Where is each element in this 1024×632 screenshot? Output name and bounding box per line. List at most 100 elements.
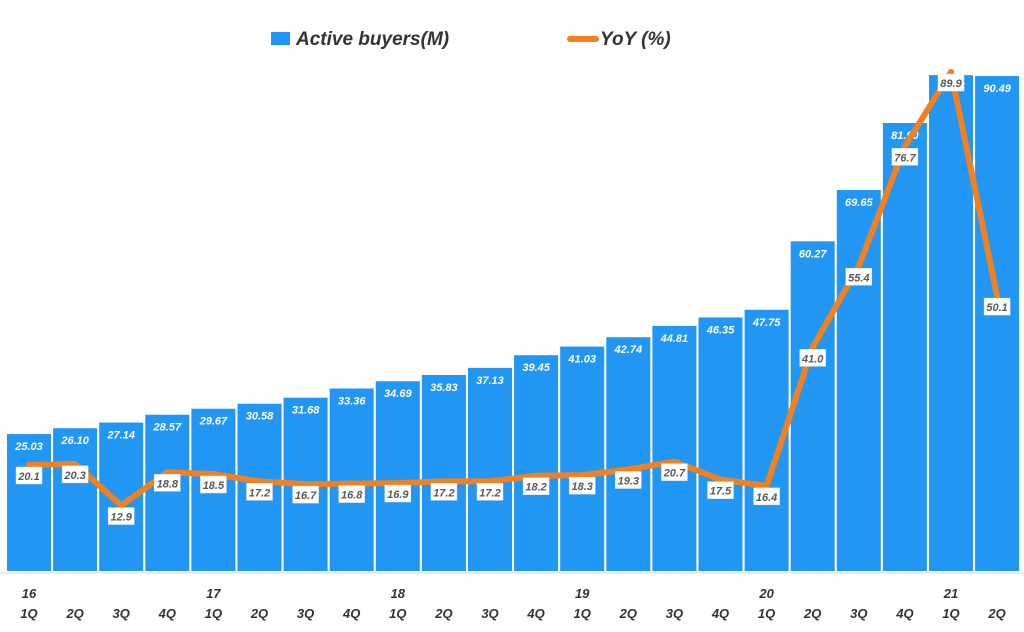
legend-label-active-buyers: Active buyers(M): [295, 29, 449, 50]
x-tick-label-21: 2Q: [987, 606, 1005, 621]
yoy-point-19: [901, 143, 908, 150]
yoy-value-labels: 20.1 20.3 12.9 18.8 18.5 17.2 16.7 16.8 16.9 17.2…: [15, 73, 1011, 525]
yoy-value-label-16: 16.4: [756, 492, 777, 504]
bar-value-label-9: 35.83: [430, 382, 458, 394]
bar-value-label-3: 28.57: [153, 422, 182, 434]
bar-value-label-2: 27.14: [106, 430, 135, 442]
bar-value-label-4: 29.67: [199, 416, 228, 428]
bar-8: [375, 381, 420, 571]
yoy-line-series: [26, 69, 1001, 509]
bar-10: [468, 367, 512, 571]
x-year-label-12: 19: [575, 586, 590, 601]
yoy-label-box-12: [568, 476, 596, 495]
x-year-label-20: 21: [943, 586, 958, 601]
yoy-point-9: [440, 478, 447, 485]
x-tick-label-20: 1Q: [942, 606, 959, 621]
yoy-value-label-18: 55.4: [848, 272, 869, 284]
yoy-value-label-20: 89.9: [940, 78, 962, 90]
yoy-label-box-20: [937, 73, 965, 92]
yoy-value-label-0: 20.1: [17, 471, 39, 483]
yoy-label-box-7: [338, 485, 365, 503]
yoy-value-label-13: 19.3: [618, 476, 639, 488]
yoy-value-label-5: 17.2: [249, 487, 270, 499]
bar-15: [698, 317, 743, 571]
yoy-point-6: [302, 481, 309, 488]
yoy-point-13: [625, 466, 632, 473]
bar-7: [329, 388, 374, 571]
bar-3: [145, 414, 190, 571]
x-tick-label-8: 1Q: [389, 606, 406, 621]
bar-series: [7, 75, 1020, 571]
x-tick-label-13: 2Q: [619, 606, 637, 621]
yoy-label-box-16: [753, 487, 780, 506]
yoy-label-box-0: [15, 466, 43, 485]
yoy-value-label-21: 50.1: [986, 302, 1007, 314]
yoy-label-box-18: [845, 268, 873, 286]
yoy-label-box-10: [476, 483, 504, 501]
yoy-label-box-21: [983, 297, 1011, 316]
yoy-value-label-17: 41.0: [801, 353, 824, 365]
bar-value-label-14: 44.81: [660, 333, 689, 345]
x-tick-label-18: 3Q: [850, 606, 867, 621]
yoy-line: [26, 69, 1001, 509]
x-tick-label-17: 2Q: [803, 606, 821, 621]
x-tick-label-9: 2Q: [434, 606, 452, 621]
yoy-point-15: [717, 476, 724, 483]
x-tick-label-11: 4Q: [526, 606, 544, 621]
yoy-point-17: [809, 344, 816, 351]
x-year-label-16: 20: [758, 586, 774, 601]
x-year-label-0: 16: [22, 586, 37, 601]
yoy-value-label-2: 12.9: [110, 512, 132, 524]
bar-14: [652, 325, 697, 571]
bar-value-label-15: 46.35: [706, 324, 735, 336]
yoy-point-0: [26, 462, 32, 468]
yoy-label-box-13: [615, 471, 642, 489]
legend-label-yoy: YoY (%): [600, 29, 671, 50]
x-year-label-8: 18: [391, 586, 406, 601]
yoy-point-11: [533, 472, 540, 479]
bar-19: [882, 123, 927, 571]
yoy-label-box-4: [200, 475, 227, 494]
yoy-point-4: [210, 471, 217, 478]
x-year-label-4: 17: [206, 586, 221, 601]
legend-swatch-active-buyers: [271, 32, 290, 45]
x-axis: 1Q 16 2Q 3Q 4Q 1Q 17 2Q 3Q 4Q 1Q 18 2Q 3Q 4Q 1Q 19 2Q 3Q 4Q…: [0, 572, 1024, 621]
yoy-point-3: [164, 469, 171, 476]
bar-value-label-13: 42.74: [614, 344, 643, 356]
bar-value-labels: 25.03 26.10 27.14 28.57 29.67 30.58 31.68 33.36…: [14, 82, 1012, 453]
yoy-label-box-14: [661, 463, 688, 481]
yoy-value-label-12: 18.3: [571, 481, 592, 493]
yoy-value-label-19: 76.7: [894, 152, 916, 164]
bar-value-label-1: 26.10: [60, 435, 89, 447]
bar-value-label-17: 60.27: [799, 248, 827, 260]
legend: Active buyers(M) YoY (%): [271, 29, 671, 50]
yoy-label-box-19: [891, 148, 919, 166]
yoy-label-box-6: [292, 485, 319, 504]
yoy-value-label-9: 17.2: [433, 487, 454, 499]
yoy-label-box-2: [107, 507, 135, 525]
x-tick-label-1: 2Q: [65, 606, 83, 621]
yoy-label-box-5: [246, 483, 273, 501]
yoy-point-20: [948, 69, 954, 76]
yoy-value-label-15: 17.5: [710, 486, 732, 498]
x-tick-label-2: 3Q: [113, 606, 130, 621]
x-tick-label-10: 3Q: [481, 606, 498, 621]
yoy-value-label-10: 17.2: [479, 487, 500, 499]
yoy-value-label-8: 16.9: [387, 489, 409, 501]
bar-1: [53, 428, 98, 571]
yoy-value-label-7: 16.8: [341, 490, 363, 502]
bar-value-label-0: 25.03: [14, 441, 43, 453]
yoy-value-label-6: 16.7: [295, 490, 317, 502]
bar-value-label-5: 30.58: [246, 411, 274, 423]
x-tick-label-15: 4Q: [711, 606, 729, 621]
yoy-label-box-1: [61, 465, 89, 484]
yoy-point-18: [855, 263, 862, 270]
bar-21: [975, 76, 1020, 571]
yoy-point-7: [348, 480, 355, 487]
bar-0: [7, 434, 51, 571]
bar-value-label-12: 41.03: [567, 354, 596, 366]
yoy-value-label-11: 18.2: [525, 482, 546, 494]
x-tick-label-0: 1Q: [20, 606, 37, 621]
yoy-point-12: [579, 472, 586, 479]
